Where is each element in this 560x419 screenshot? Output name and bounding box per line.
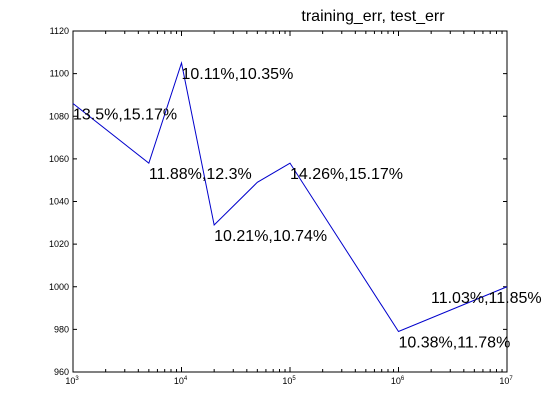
data-label: 11.88%,12.3% xyxy=(149,166,252,183)
x-tick-base: 10 xyxy=(282,376,292,386)
y-tick-label: 1060 xyxy=(49,154,69,164)
x-tick-exponent: 6 xyxy=(401,376,405,382)
data-label: 11.03%,11.85% xyxy=(431,290,542,307)
series-layer xyxy=(72,61,508,333)
y-tick-label: 1080 xyxy=(49,111,69,121)
y-tick-label: 1020 xyxy=(49,239,69,249)
x-tick-base: 10 xyxy=(174,376,184,386)
x-tick-exponent: 7 xyxy=(509,376,513,382)
x-tick-label: 104 xyxy=(174,376,188,386)
x-tick-base: 10 xyxy=(391,376,401,386)
annotation-layer: 13.5%,15.17% 11.88%,12.3% 10.11%,10.35% 10.… xyxy=(73,66,542,352)
x-tick-base: 10 xyxy=(499,376,509,386)
y-tick-label: 1120 xyxy=(50,26,69,36)
y-tick-label: 980 xyxy=(54,324,69,334)
series-line xyxy=(72,61,508,333)
x-tick-label: 103 xyxy=(65,376,79,386)
y-tick-label: 1000 xyxy=(49,282,69,292)
data-label: 14.26%,15.17% xyxy=(290,166,403,183)
x-tick-label: 106 xyxy=(391,376,405,386)
y-axis-ticks: 960 980 1000 1020 1040 1060 1080 1100 1120 xyxy=(49,26,507,377)
x-tick-base: 10 xyxy=(65,376,75,386)
chart-title: training_err, test_err xyxy=(301,8,445,25)
x-axis-ticks: 103 104 105 106 107 xyxy=(65,31,513,386)
x-tick-exponent: 4 xyxy=(184,376,188,382)
y-tick-label: 1100 xyxy=(50,69,69,79)
data-label: 10.21%,10.74% xyxy=(214,228,327,245)
y-tick-label: 1040 xyxy=(49,197,69,207)
data-label: 10.11%,10.35% xyxy=(182,66,294,83)
x-tick-label: 105 xyxy=(282,376,296,386)
data-label: 10.38%,11.78% xyxy=(399,335,511,352)
x-tick-exponent: 3 xyxy=(75,376,79,382)
y-tick-label: 960 xyxy=(54,367,69,377)
x-tick-label: 107 xyxy=(499,376,513,386)
x-tick-exponent: 5 xyxy=(292,376,296,382)
data-label: 13.5%,15.17% xyxy=(73,106,177,123)
